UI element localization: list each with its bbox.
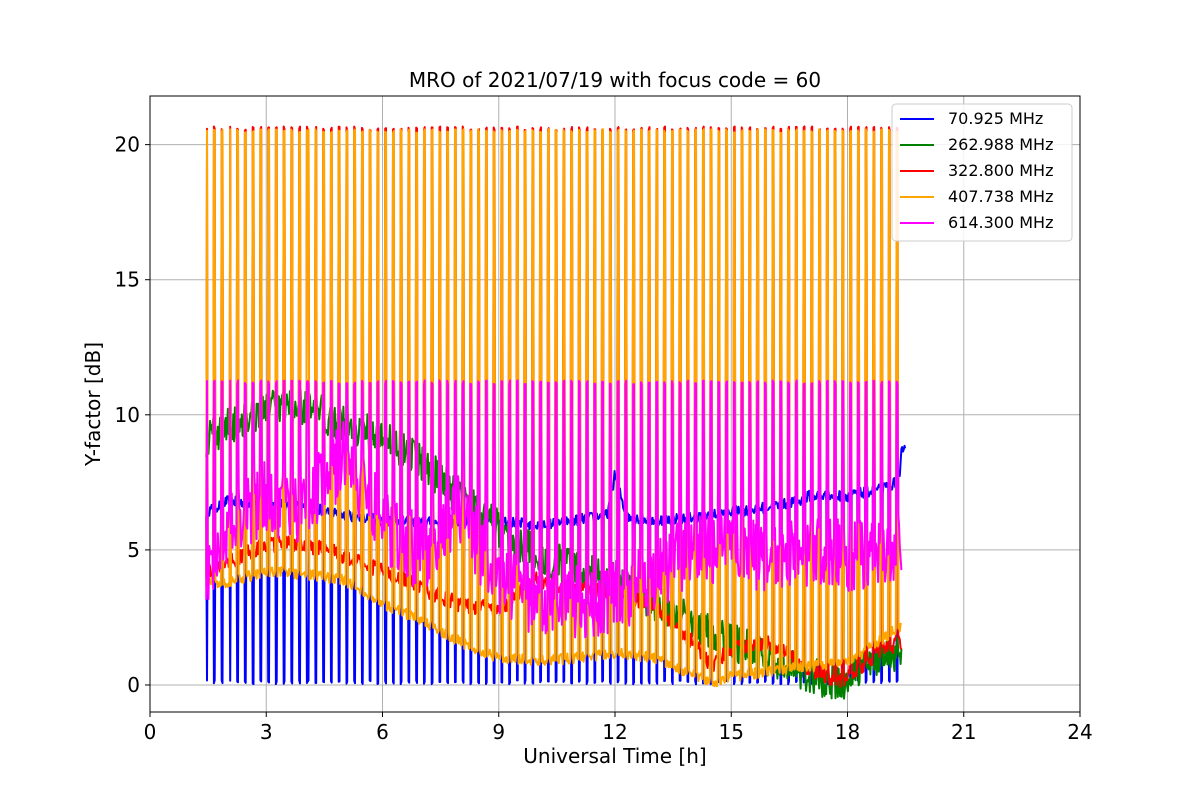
legend-label: 407.738 MHz [948, 187, 1053, 206]
x-tick-label: 15 [719, 720, 744, 744]
y-tick-label: 20 [115, 133, 140, 157]
x-tick-label: 3 [260, 720, 273, 744]
x-tick-label: 9 [492, 720, 505, 744]
x-tick-label: 21 [951, 720, 976, 744]
x-tick-label: 12 [602, 720, 627, 744]
y-axis: 0 5 10 15 20 [115, 133, 150, 697]
y-tick-label: 15 [115, 268, 140, 292]
legend-label: 70.925 MHz [948, 109, 1043, 128]
x-axis: 0 3 6 9 12 15 18 21 24 [144, 712, 1093, 744]
x-tick-label: 0 [144, 720, 157, 744]
x-axis-label: Universal Time [h] [523, 744, 706, 768]
x-tick-label: 6 [376, 720, 389, 744]
x-tick-label: 18 [835, 720, 860, 744]
series-line [205, 379, 903, 639]
chart-title: MRO of 2021/07/19 with focus code = 60 [409, 68, 821, 92]
x-tick-label: 24 [1067, 720, 1092, 744]
y-tick-label: 0 [127, 673, 140, 697]
legend-label: 262.988 MHz [948, 135, 1053, 154]
y-axis-label: Y-factor [dB] [81, 342, 105, 467]
legend-box [891, 103, 1073, 242]
y-tick-label: 5 [127, 538, 140, 562]
legend-label: 322.800 MHz [948, 161, 1053, 180]
y-tick-label: 10 [115, 403, 140, 427]
series-line [205, 128, 903, 688]
legend-label: 614.300 MHz [948, 213, 1053, 232]
legend: 70.925 MHz 262.988 MHz 322.800 MHz 407.738 … [891, 103, 1073, 242]
data-layer [205, 125, 907, 700]
